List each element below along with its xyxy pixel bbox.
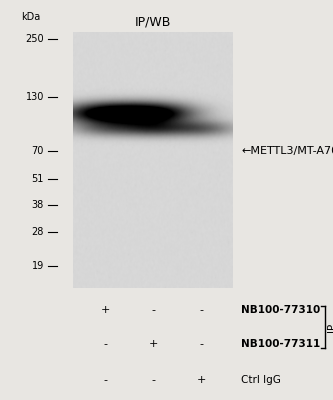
Text: -: - (103, 375, 107, 385)
Text: -: - (103, 339, 107, 349)
Text: ←METTL3/MT-A70: ←METTL3/MT-A70 (241, 146, 333, 156)
Text: IP: IP (327, 322, 333, 332)
Text: 70: 70 (32, 146, 44, 156)
Text: Ctrl IgG: Ctrl IgG (241, 375, 281, 385)
Text: NB100-77311: NB100-77311 (241, 339, 321, 349)
Text: +: + (196, 375, 206, 385)
Text: -: - (151, 306, 155, 315)
Text: 130: 130 (26, 92, 44, 102)
Text: 250: 250 (25, 34, 44, 44)
Text: NB100-77310: NB100-77310 (241, 306, 321, 315)
Text: 19: 19 (32, 262, 44, 272)
Text: +: + (149, 339, 158, 349)
Text: -: - (199, 339, 203, 349)
Text: +: + (101, 306, 110, 315)
Text: 51: 51 (32, 174, 44, 184)
Text: 28: 28 (32, 227, 44, 237)
Text: -: - (199, 306, 203, 315)
Text: IP/WB: IP/WB (135, 15, 171, 28)
Text: 38: 38 (32, 200, 44, 210)
Text: -: - (151, 375, 155, 385)
Text: kDa: kDa (21, 12, 40, 22)
